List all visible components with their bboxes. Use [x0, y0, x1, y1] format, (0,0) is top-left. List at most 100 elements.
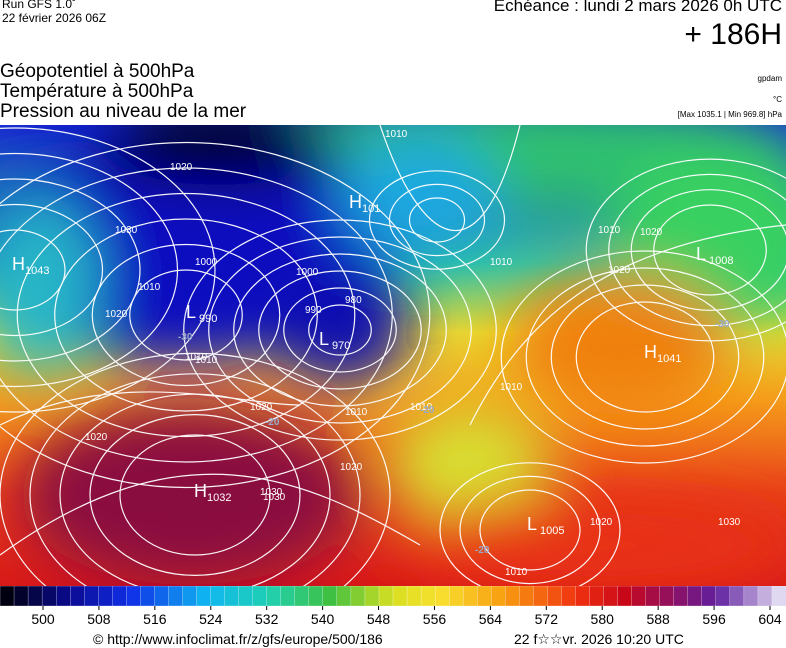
isobar [91, 243, 281, 387]
isobar [388, 183, 486, 257]
isobar-label: 1020 [85, 432, 108, 443]
isobar [0, 391, 301, 426]
unit: gpdam [757, 74, 782, 83]
colorbar-label: 588 [646, 611, 670, 627]
isobar-label: 1020 [250, 402, 273, 413]
isobar-label: 1010 [500, 382, 523, 393]
colorbar-label: 532 [255, 611, 279, 627]
colorbar-swatch [55, 586, 71, 607]
isobar [29, 373, 361, 586]
colorbar-swatch [589, 586, 605, 607]
colorbar-swatch [98, 586, 113, 607]
colorbar-swatch [252, 586, 268, 607]
isobar-label: 1010 [385, 129, 408, 140]
isobar [16, 192, 356, 438]
colorbar-swatch [406, 586, 422, 607]
center-value: 1041 [657, 353, 681, 365]
field: Pression au niveau de la mer [0, 101, 247, 122]
isobar-label: 1010 [410, 402, 433, 413]
center-value: 1043 [25, 265, 49, 277]
temperature-label: -30 [715, 319, 730, 330]
source: © http://www.infoclimat.fr/z/gfs/europe/… [93, 631, 383, 647]
isobar [0, 127, 216, 413]
center-letter: L [696, 244, 706, 264]
isobar [608, 173, 786, 327]
isobar [183, 219, 497, 441]
isobar-label: 1030 [263, 492, 286, 503]
colorbar-label: 548 [367, 611, 391, 627]
isobar [308, 304, 372, 356]
isobar-label: 1020 [105, 309, 128, 320]
colorbar-swatch [350, 586, 366, 607]
colorbar-label: 580 [591, 611, 615, 627]
colorbar-swatch [336, 586, 352, 607]
colorbar-swatch [505, 586, 520, 607]
colorbar-swatch [757, 586, 773, 607]
isobar-label: 980 [345, 295, 362, 306]
colorbar-swatch [617, 586, 633, 607]
isobar [0, 141, 431, 489]
isobar [379, 125, 521, 232]
center-value: 990 [199, 313, 217, 325]
colorbar-swatch [364, 586, 380, 607]
field: Géopotentiel à 500hPa [0, 61, 195, 82]
isobar-label: 1010 [185, 352, 208, 363]
isobar-label: 1030 [115, 225, 138, 236]
colorbar-label: 540 [311, 611, 335, 627]
isobar-label: 1010 [138, 282, 161, 293]
colorbar-swatch [266, 586, 282, 607]
colorbar-swatch [378, 586, 394, 607]
colorbar-swatch [140, 586, 156, 607]
colorbar: 500 508 516 524 532 540 548 556 564 572 580 588 596 6… [0, 586, 786, 627]
unit: °C [773, 95, 782, 104]
center-letter: H [194, 481, 207, 501]
isobar-label: 990 [305, 305, 322, 316]
colorbar-swatch [210, 586, 226, 607]
colorbar-swatch [575, 586, 591, 607]
center-letter: H [644, 342, 657, 362]
colorbar-swatch [491, 586, 506, 607]
colorbar-swatch [701, 586, 717, 607]
colorbar-swatch [645, 586, 661, 607]
isobar [258, 270, 422, 390]
center-value: 101 [362, 203, 380, 215]
colorbar-swatch [603, 586, 619, 607]
center-value: 1032 [207, 492, 231, 504]
isobar-label: 1020 [640, 227, 663, 238]
isobar [500, 250, 786, 464]
isobar [585, 158, 786, 342]
colorbar-swatch [168, 586, 184, 607]
generated: 22 f☆☆vr. 2026 10:20 UTC [514, 631, 684, 647]
colorbar-swatch [70, 586, 85, 607]
isobar-label: 1030 [718, 517, 741, 528]
isobar [0, 178, 141, 362]
isobar [283, 287, 397, 373]
colorbar-label: 516 [143, 611, 167, 627]
isobar [459, 475, 601, 585]
colorbar-label: 556 [423, 611, 447, 627]
isobar-label: 1010 [345, 407, 368, 418]
isobar-label: 1020 [608, 265, 631, 276]
center-letter: L [186, 302, 196, 322]
colorbar-swatch [308, 586, 324, 607]
center-letter: H [12, 254, 25, 274]
isobar-label: 1010 [505, 567, 528, 578]
temperature-label: -30 [178, 332, 193, 343]
colorbar-swatch [434, 586, 450, 607]
colorbar-label: 524 [199, 611, 223, 627]
colorbar-label: 564 [479, 611, 503, 627]
colorbar-swatch [687, 586, 703, 607]
temperature-label: -20 [265, 417, 280, 428]
colorbar-swatch [294, 586, 310, 607]
isobar [233, 253, 447, 407]
colorbar-swatch [112, 586, 127, 607]
colorbar-swatch [631, 586, 647, 607]
isobar [0, 203, 104, 337]
isobar [368, 170, 506, 270]
isobar [54, 218, 318, 412]
isobar-label: 1000 [296, 267, 319, 278]
unit: [Max 1035.1 | Min 969.8] hPa [677, 110, 782, 119]
colorbar-swatch [420, 586, 436, 607]
